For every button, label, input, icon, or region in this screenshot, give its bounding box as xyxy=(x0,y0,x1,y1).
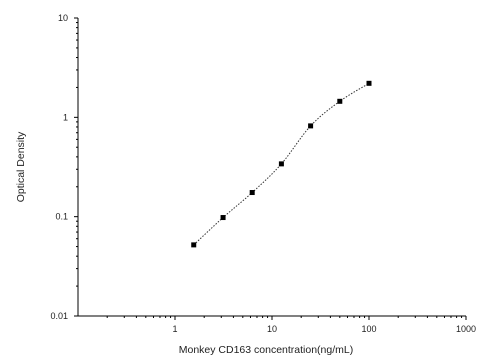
data-point xyxy=(337,98,343,104)
axes xyxy=(77,18,466,317)
x-tick-label: 10 xyxy=(267,324,277,334)
data-point xyxy=(220,215,226,221)
data-point xyxy=(249,190,255,196)
x-tick-label: 1 xyxy=(172,324,177,334)
data-point xyxy=(278,161,284,167)
data-point xyxy=(308,123,314,129)
x-tick-label: 1000 xyxy=(456,324,476,334)
data-point xyxy=(366,80,372,86)
y-tick-label: 1 xyxy=(63,112,68,122)
x-ticks: 1 10 100 1000 xyxy=(106,316,476,334)
y-axis-title: Optical Density xyxy=(15,131,27,202)
y-ticks: 0.01 0.1 1 10 xyxy=(50,13,78,321)
data-point xyxy=(191,242,197,248)
y-tick-label: 10 xyxy=(58,13,68,23)
y-tick-label: 0.01 xyxy=(50,311,68,321)
y-tick-label: 0.1 xyxy=(55,212,68,222)
x-tick-label: 100 xyxy=(361,324,376,334)
data-points xyxy=(191,80,372,248)
x-axis-title: Monkey CD163 concentration(ng/mL) xyxy=(179,344,354,356)
